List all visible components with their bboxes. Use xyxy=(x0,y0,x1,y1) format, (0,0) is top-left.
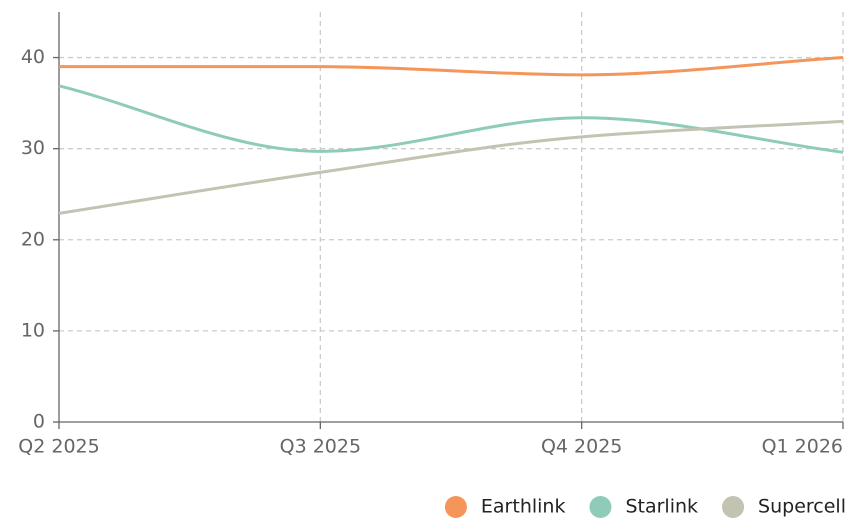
y-tick-label: 30 xyxy=(21,137,45,159)
x-tick-label: Q1 2026 xyxy=(762,436,843,458)
legend-marker xyxy=(722,496,745,518)
legend-label: Earthlink xyxy=(481,496,566,518)
legend-marker xyxy=(589,496,612,518)
line xyxy=(58,84,844,154)
y-tick-label: 20 xyxy=(21,228,45,250)
legend-label: Supercell xyxy=(758,496,846,518)
x-tick-label: Q2 2025 xyxy=(18,436,99,458)
line xyxy=(59,56,844,77)
legend-marker xyxy=(444,496,467,518)
y-tick-label: 10 xyxy=(21,319,45,341)
x-tick-label: Q4 2025 xyxy=(541,436,622,458)
x-tick-label: Q3 2025 xyxy=(280,436,361,458)
line xyxy=(58,119,844,215)
y-tick-label: 0 xyxy=(33,411,45,433)
legend-label: Starlink xyxy=(625,496,698,518)
y-tick-label: 40 xyxy=(21,46,45,68)
